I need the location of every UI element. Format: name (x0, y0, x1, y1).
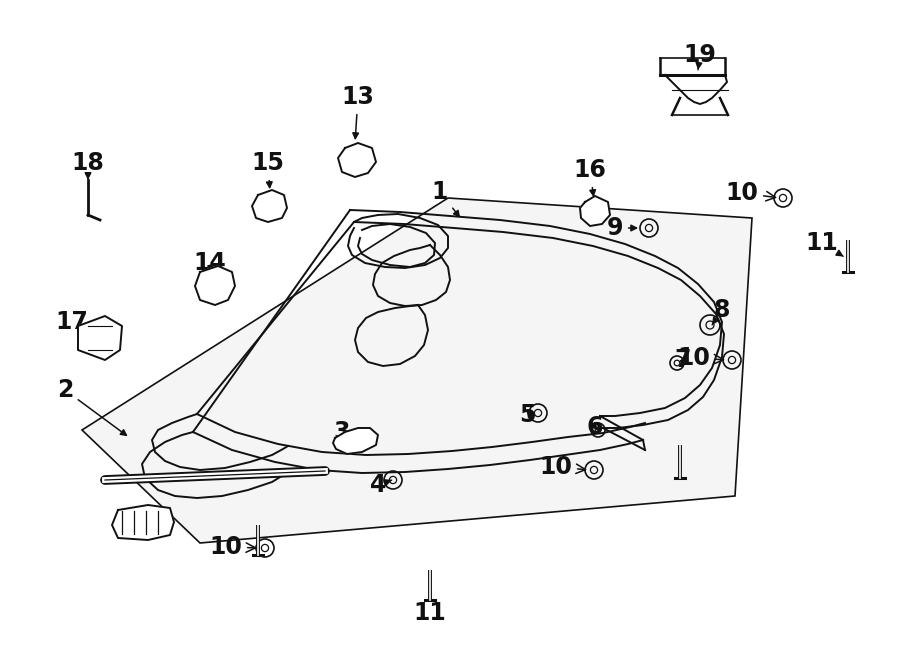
Polygon shape (580, 196, 610, 226)
Text: 12: 12 (131, 511, 165, 535)
Text: 14: 14 (194, 251, 227, 275)
Text: 2: 2 (57, 378, 126, 436)
Text: 19: 19 (684, 43, 716, 70)
Text: 16: 16 (573, 158, 607, 196)
Text: 5: 5 (518, 403, 536, 427)
Text: 7: 7 (675, 348, 691, 372)
Polygon shape (82, 198, 752, 543)
Text: 10: 10 (725, 181, 776, 205)
Text: 4: 4 (370, 473, 392, 497)
Polygon shape (333, 428, 378, 454)
Polygon shape (665, 75, 727, 104)
Text: 11: 11 (414, 601, 446, 625)
Polygon shape (338, 143, 376, 177)
Text: 10: 10 (677, 346, 724, 370)
Polygon shape (195, 266, 235, 305)
Text: 18: 18 (72, 151, 104, 178)
Text: 17: 17 (55, 310, 94, 334)
Text: 11: 11 (806, 231, 843, 256)
Text: 9: 9 (607, 216, 636, 240)
Text: 3: 3 (334, 420, 356, 444)
Polygon shape (112, 505, 174, 540)
Text: 1: 1 (432, 180, 459, 216)
Text: 13: 13 (342, 85, 374, 139)
Polygon shape (252, 190, 287, 222)
Polygon shape (78, 316, 122, 360)
Text: 10: 10 (209, 535, 256, 559)
Text: 10: 10 (539, 455, 586, 479)
Text: 8: 8 (712, 298, 730, 325)
Text: 15: 15 (252, 151, 284, 188)
Text: 6: 6 (587, 415, 603, 439)
